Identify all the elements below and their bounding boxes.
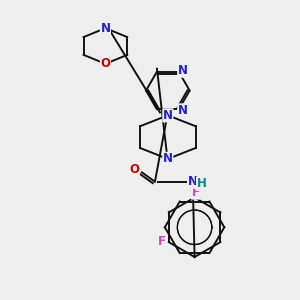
Text: F: F <box>158 235 166 248</box>
Text: O: O <box>129 163 139 176</box>
Text: F: F <box>192 186 200 199</box>
Text: N: N <box>178 104 188 117</box>
Text: N: N <box>178 64 188 77</box>
Text: N: N <box>163 109 173 122</box>
Text: O: O <box>100 57 110 70</box>
Text: N: N <box>100 22 110 34</box>
Text: N: N <box>188 175 198 188</box>
Text: H: H <box>196 177 206 190</box>
Text: N: N <box>163 152 173 165</box>
